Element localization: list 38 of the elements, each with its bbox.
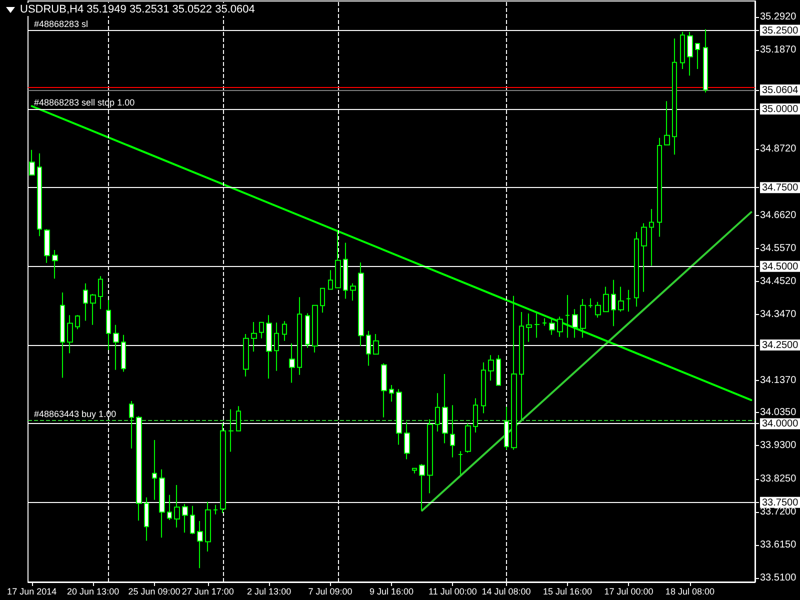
ref-line-label: #48868283 sell stop 1.00: [34, 97, 135, 108]
y-tick-label: 34.5570: [760, 242, 797, 254]
y-tick-label: 34.0000: [762, 418, 799, 430]
y-tick-label: 34.2500: [762, 340, 799, 352]
y-tick-label: 34.8720: [760, 144, 797, 155]
x-tick-label: 20 Jun 13:00: [67, 586, 120, 596]
y-tick-label: 34.1370: [760, 375, 797, 386]
y-tick-label: 35.1870: [760, 44, 797, 56]
x-tick-label: 14 Jul 08:00: [482, 586, 531, 596]
y-tick-label: 34.3470: [760, 308, 797, 320]
x-tick-label: 25 Jun 09:00: [128, 586, 180, 596]
x-tick-label: 17 Jun 2014: [7, 586, 57, 596]
x-tick-label: 15 Jul 16:00: [542, 586, 592, 596]
y-tick-label: 34.7500: [762, 182, 799, 194]
y-tick-label: 34.4520: [760, 276, 797, 287]
ref-line-label: #48863443 buy 1.00: [34, 409, 116, 420]
y-tick-label: 34.6620: [760, 210, 797, 221]
y-tick-label: 33.9300: [760, 440, 797, 452]
y-tick-label: 34.0350: [760, 407, 797, 418]
y-tick-label: 33.7200: [760, 506, 797, 518]
y-tick-label: 33.7500: [762, 497, 799, 508]
y-tick-label: 35.2500: [762, 25, 799, 36]
x-tick-label: 2 Jul 13:00: [247, 586, 292, 596]
x-tick-label: 27 Jun 17:00: [182, 586, 234, 596]
x-tick-label: 18 Jul 08:00: [665, 586, 714, 596]
y-tick-label: 33.8250: [760, 473, 797, 484]
x-tick-label: 11 Jul 00:00: [428, 586, 477, 596]
y-tick-label: 35.0000: [762, 104, 799, 115]
chart-title: USDRUB,H4 35.1949 35.2531 35.0522 35.0604: [20, 4, 255, 16]
x-tick-label: 9 Jul 16:00: [369, 586, 414, 596]
y-tick-label: 35.2920: [760, 12, 797, 23]
y-tick-label: 33.6150: [760, 539, 797, 550]
y-tick-label: 35.0604: [762, 84, 799, 96]
y-tick-label: 34.5000: [762, 261, 799, 272]
x-tick-label: 7 Jul 09:00: [308, 586, 352, 596]
x-tick-label: 17 Jul 00:00: [604, 586, 654, 596]
y-tick-label: 33.5100: [760, 572, 797, 584]
ref-line-label: #48868283 sl: [34, 18, 88, 29]
